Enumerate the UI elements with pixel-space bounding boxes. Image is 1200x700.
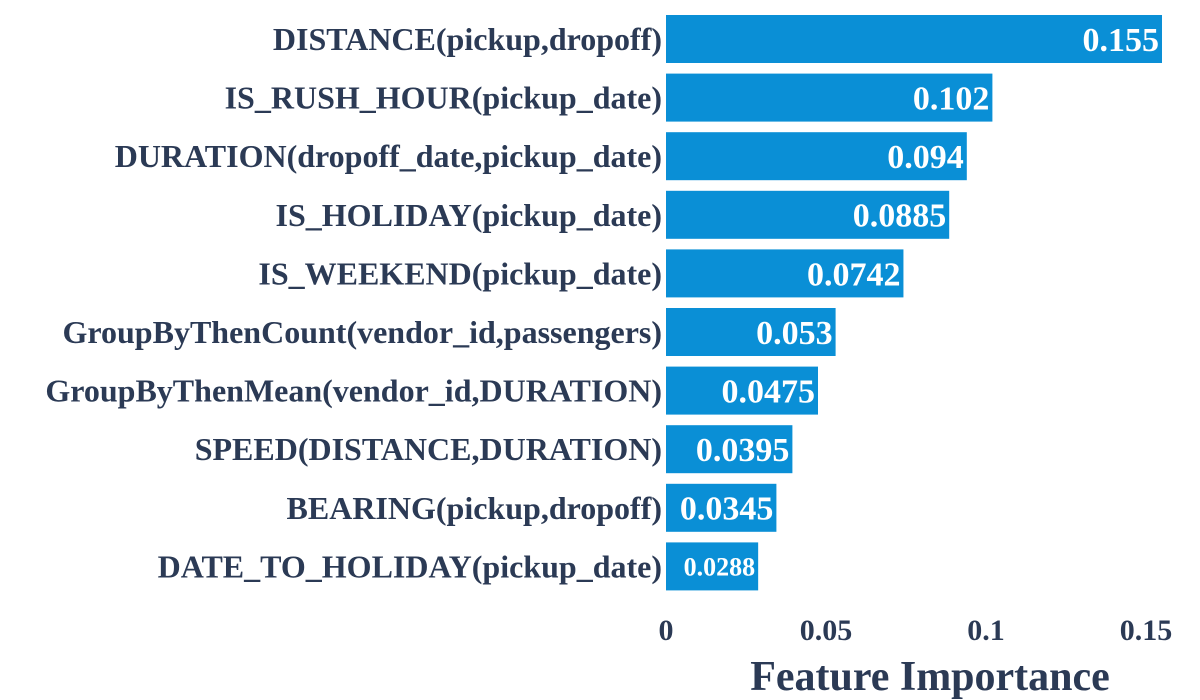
category-label: DATE_TO_HOLIDAY(pickup_date) (158, 548, 662, 584)
value-label: 0.0345 (680, 491, 774, 528)
bar (666, 425, 793, 474)
x-tick-label: 0.05 (800, 614, 853, 647)
value-label: 0.053 (756, 315, 833, 352)
bar (666, 249, 904, 298)
category-label: DISTANCE(pickup,dropoff) (273, 21, 662, 57)
x-axis-ticks: 0 0.05 0.1 0.15 (659, 614, 1173, 647)
value-label: 0.0288 (684, 553, 756, 582)
category-label: BEARING(pickup,dropoff) (287, 490, 662, 526)
bars-group (666, 15, 1162, 591)
bar (666, 542, 759, 591)
bar (666, 190, 950, 239)
value-label: 0.155 (1083, 22, 1160, 59)
category-label: GroupByThenMean(vendor_id,DURATION) (45, 373, 662, 409)
bar (666, 483, 777, 532)
category-label: SPEED(DISTANCE,DURATION) (195, 431, 662, 467)
value-label: 0.102 (913, 81, 990, 118)
bar (666, 308, 836, 356)
value-label: 0.0885 (853, 198, 947, 235)
x-axis-title: Feature Importance (750, 654, 1110, 700)
bar (666, 15, 1162, 63)
bar (666, 73, 993, 122)
x-tick-label: 0.15 (1120, 614, 1173, 647)
value-label: 0.0742 (807, 256, 901, 293)
category-label: DURATION(dropoff_date,pickup_date) (115, 138, 662, 174)
category-labels: DISTANCE(pickup,dropoff) IS_RUSH_HOUR(pic… (45, 21, 662, 584)
category-label: IS_HOLIDAY(pickup_date) (276, 197, 662, 233)
bar (666, 132, 967, 181)
x-tick-label: 0 (659, 614, 674, 647)
category-label: GroupByThenCount(vendor_id,passengers) (62, 314, 662, 350)
x-tick-label: 0.1 (967, 614, 1005, 647)
value-label: 0.0475 (722, 374, 816, 411)
category-label: IS_WEEKEND(pickup_date) (258, 255, 662, 291)
bar (666, 366, 818, 415)
value-label: 0.0395 (696, 432, 790, 469)
value-labels: 0.155 0.102 0.094 0.0885 0.0742 0.053 0.0475 0.… (680, 22, 1159, 582)
category-label: IS_RUSH_HOUR(pickup_date) (225, 80, 662, 116)
value-label: 0.094 (887, 139, 964, 176)
